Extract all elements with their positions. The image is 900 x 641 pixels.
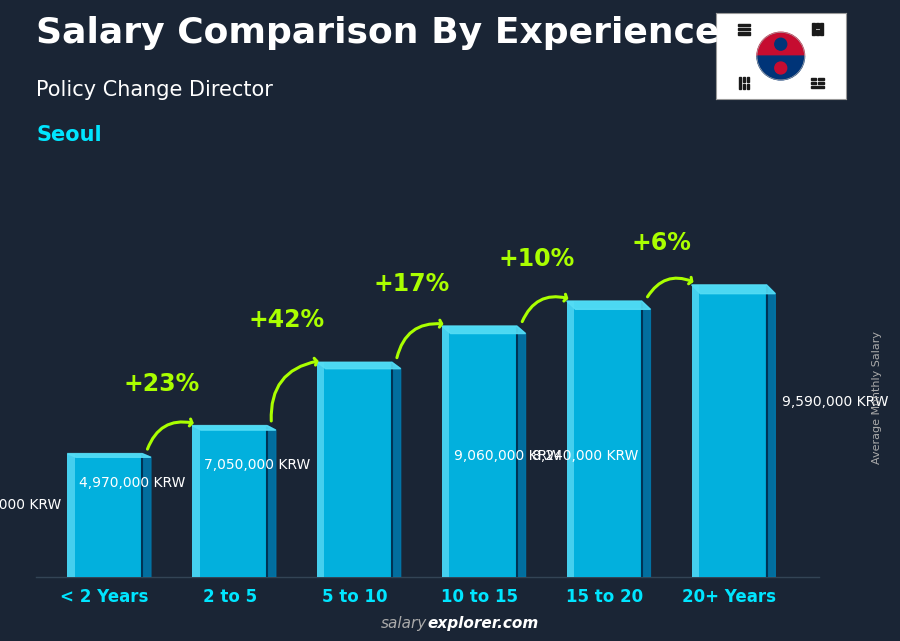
Polygon shape	[142, 454, 151, 577]
Polygon shape	[567, 301, 651, 310]
Text: 4,970,000 KRW: 4,970,000 KRW	[79, 476, 186, 490]
Polygon shape	[691, 285, 775, 294]
Bar	[691, 285, 699, 577]
Text: 4,050,000 KRW: 4,050,000 KRW	[0, 499, 61, 512]
Bar	[192, 426, 200, 577]
Bar	[68, 454, 142, 577]
Bar	[816, 30, 819, 35]
Bar	[691, 285, 767, 577]
Text: +42%: +42%	[248, 308, 324, 332]
Polygon shape	[517, 326, 526, 577]
Bar	[816, 23, 819, 28]
Text: +17%: +17%	[374, 272, 449, 296]
Bar	[742, 77, 745, 82]
Bar	[818, 81, 824, 84]
Bar	[317, 362, 325, 577]
Bar	[818, 78, 824, 80]
Polygon shape	[767, 285, 775, 577]
Bar	[811, 81, 816, 84]
Bar	[742, 84, 745, 89]
Bar	[747, 84, 750, 89]
Bar	[821, 23, 823, 35]
Text: Policy Change Director: Policy Change Director	[36, 80, 273, 100]
Text: 7,050,000 KRW: 7,050,000 KRW	[204, 458, 310, 472]
Bar	[567, 301, 574, 577]
Polygon shape	[442, 326, 526, 333]
Bar	[192, 426, 267, 577]
Bar	[317, 362, 392, 577]
Text: 8,240,000 KRW: 8,240,000 KRW	[532, 449, 638, 463]
Text: salary: salary	[382, 617, 427, 631]
Wedge shape	[757, 56, 805, 80]
Polygon shape	[317, 362, 400, 369]
Polygon shape	[267, 426, 275, 577]
Polygon shape	[192, 426, 275, 430]
Bar	[567, 301, 642, 577]
Text: Salary Comparison By Experience: Salary Comparison By Experience	[36, 16, 719, 50]
Bar	[739, 77, 741, 89]
Bar	[442, 326, 517, 577]
Polygon shape	[392, 362, 400, 577]
Bar	[738, 24, 750, 26]
Bar	[68, 454, 75, 577]
Text: Seoul: Seoul	[36, 125, 102, 145]
Bar	[812, 86, 824, 88]
Polygon shape	[68, 454, 151, 457]
Text: +6%: +6%	[631, 231, 691, 255]
Bar	[442, 326, 449, 577]
Circle shape	[775, 62, 787, 74]
Wedge shape	[757, 32, 805, 56]
Bar	[738, 28, 750, 31]
Bar	[747, 77, 750, 82]
Circle shape	[775, 38, 787, 50]
Text: explorer.com: explorer.com	[428, 617, 539, 631]
Polygon shape	[642, 301, 651, 577]
Text: Average Monthly Salary: Average Monthly Salary	[872, 331, 883, 464]
Text: +23%: +23%	[123, 372, 200, 395]
Bar	[738, 32, 750, 35]
Text: 9,590,000 KRW: 9,590,000 KRW	[781, 395, 888, 409]
Text: +10%: +10%	[498, 247, 574, 271]
Bar	[812, 23, 815, 35]
Bar	[811, 78, 816, 80]
Text: 9,060,000 KRW: 9,060,000 KRW	[454, 449, 561, 463]
